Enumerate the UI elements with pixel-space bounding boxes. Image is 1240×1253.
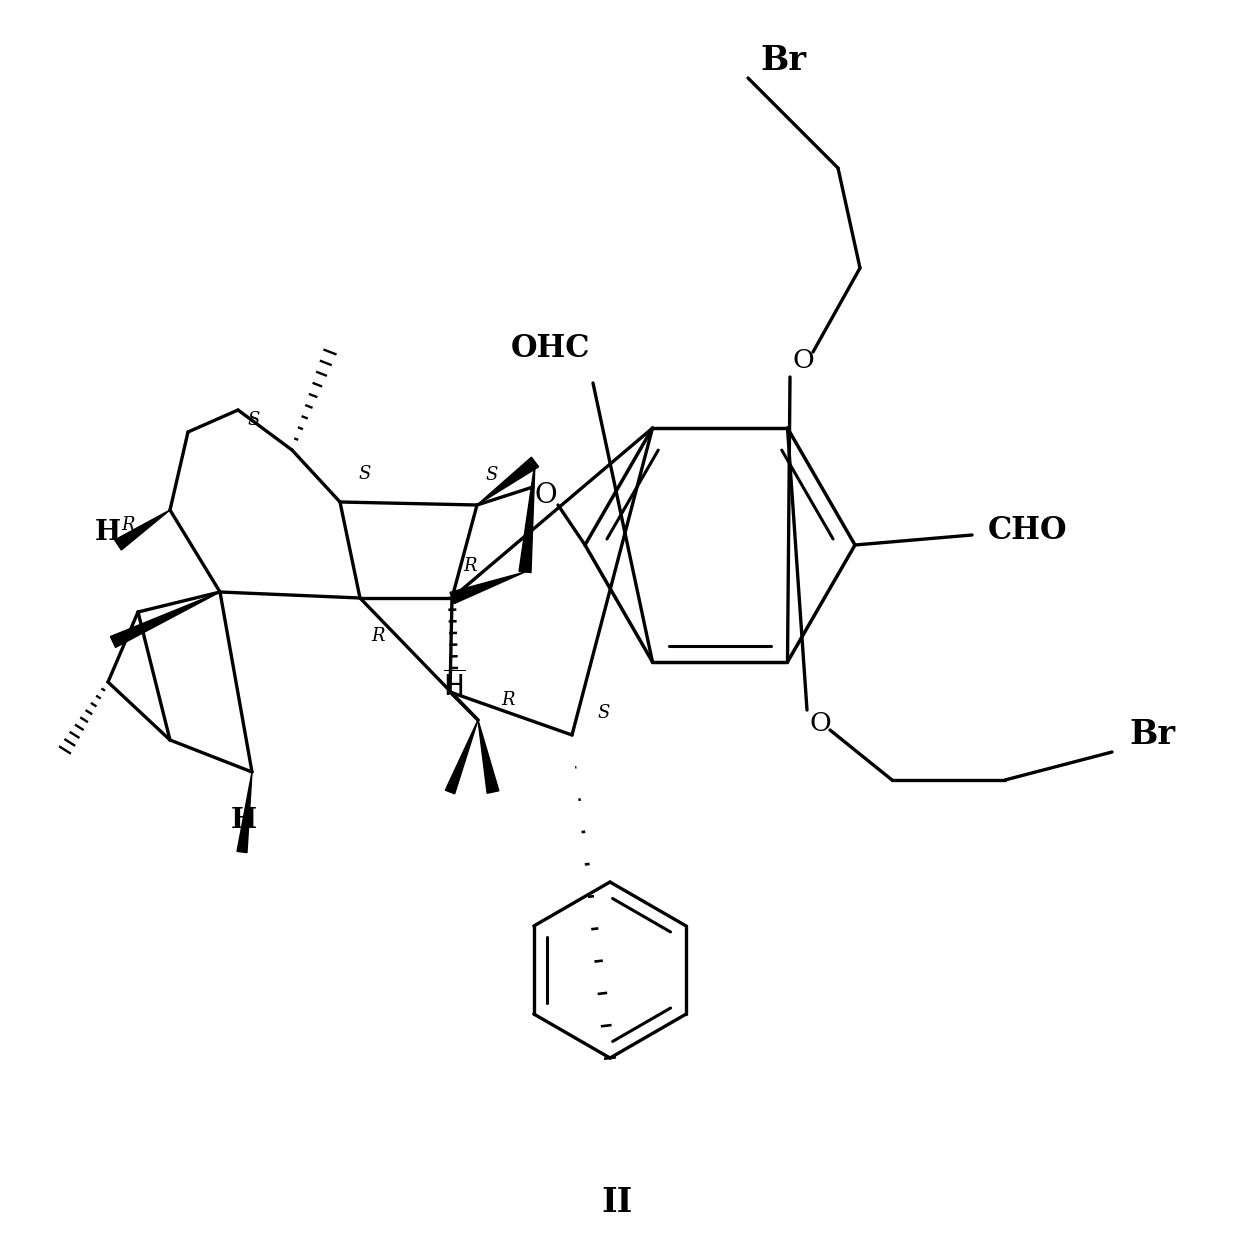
Text: S: S bbox=[598, 704, 610, 722]
Polygon shape bbox=[445, 720, 477, 794]
Polygon shape bbox=[110, 591, 219, 648]
Text: CHO: CHO bbox=[988, 515, 1068, 545]
Text: H: H bbox=[231, 807, 257, 833]
Text: II: II bbox=[601, 1185, 632, 1218]
Text: Br: Br bbox=[1128, 718, 1176, 751]
Polygon shape bbox=[450, 573, 525, 604]
Text: O: O bbox=[792, 347, 813, 372]
Polygon shape bbox=[114, 510, 170, 550]
Text: R: R bbox=[464, 558, 476, 575]
Text: S: S bbox=[486, 466, 498, 484]
Text: R: R bbox=[371, 626, 384, 645]
Text: O: O bbox=[534, 481, 557, 509]
Text: O: O bbox=[810, 710, 831, 736]
Polygon shape bbox=[477, 720, 498, 793]
Polygon shape bbox=[477, 457, 538, 505]
Text: S: S bbox=[248, 411, 260, 429]
Text: S: S bbox=[358, 465, 371, 482]
Polygon shape bbox=[520, 462, 534, 573]
Text: Br: Br bbox=[760, 44, 806, 76]
Polygon shape bbox=[237, 772, 252, 852]
Text: R: R bbox=[122, 516, 135, 534]
Text: $\overline{\mathrm{H}}$: $\overline{\mathrm{H}}$ bbox=[443, 670, 465, 702]
Text: R: R bbox=[501, 690, 515, 709]
Text: OHC: OHC bbox=[511, 332, 590, 363]
Text: H: H bbox=[95, 519, 122, 545]
